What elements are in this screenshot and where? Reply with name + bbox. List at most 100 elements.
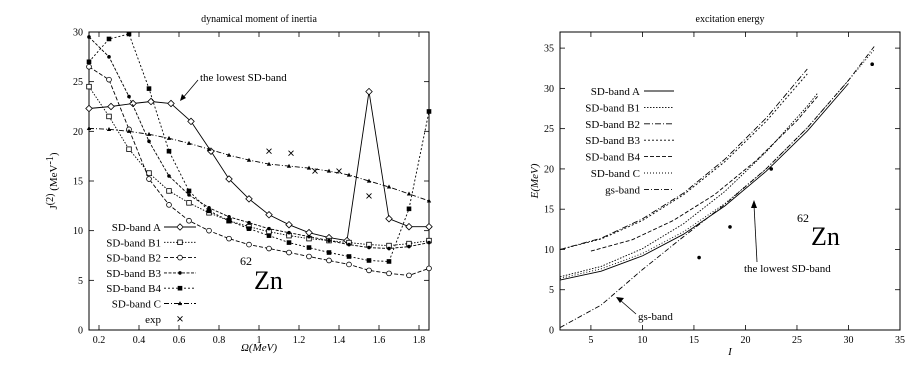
right-x-ticks: 5 10 15 20 25 30 35 xyxy=(588,32,905,346)
right-annotation-arrow-gs xyxy=(619,299,637,315)
svg-text:J(2) (MeV-1): J(2) (MeV-1) xyxy=(45,152,60,209)
point-sd-band-b1 xyxy=(166,188,172,194)
point-sd-band-a xyxy=(285,220,293,229)
series-sd-band-b3 xyxy=(559,73,808,250)
point-sd-band-b3 xyxy=(427,240,431,245)
point-sd-band-b4 xyxy=(206,208,212,214)
point-sd-band-c xyxy=(146,131,152,136)
y-tick-label: 0 xyxy=(549,326,554,337)
point-exp xyxy=(336,168,342,174)
x-tick-label: 1.4 xyxy=(333,335,346,346)
left-chart-title: dynamical moment of inertia xyxy=(201,14,317,25)
point-sd-band-b3 xyxy=(347,242,351,247)
y-tick-label: 25 xyxy=(544,124,554,135)
point-sd-band-a xyxy=(425,222,433,231)
legend-label-sd-band-b2: SD-band B2 xyxy=(106,253,161,265)
left-y-axis-label: J(2) (MeV-1) xyxy=(45,152,60,209)
point-sd-band-a xyxy=(85,104,93,113)
point-sd-band-b4 xyxy=(106,36,112,42)
right-chart: excitation energy 5 10 15 20 25 30 35 0 5 10 15 20… xyxy=(529,14,905,358)
legend-label-gs-band: gs-band xyxy=(605,184,640,196)
point-sd-band-b3 xyxy=(267,226,271,231)
y-tick-label: 15 xyxy=(544,205,554,216)
point-sd-band-b4 xyxy=(86,59,92,65)
point-sd-band-c xyxy=(306,165,312,170)
series-sd-band-b2 xyxy=(86,63,432,279)
point-sd-band-c xyxy=(366,178,372,183)
x-tick-label: 0.6 xyxy=(173,335,186,346)
legend-label-sd-band-b1: SD-band B1 xyxy=(585,102,640,114)
series-line-sd-band-b4 xyxy=(88,33,430,262)
point-sd-band-b2 xyxy=(386,270,392,277)
point-exp xyxy=(769,167,774,171)
series-line-sd-band-b1 xyxy=(88,86,430,247)
left-annotation-arrow xyxy=(181,79,199,100)
y-tick-label: 10 xyxy=(544,245,554,256)
point-sd-band-b2 xyxy=(406,272,412,279)
x-tick-label: 1.6 xyxy=(373,335,386,346)
point-sd-band-a xyxy=(167,99,175,108)
y-tick-label: 5 xyxy=(549,285,554,296)
point-sd-band-c xyxy=(206,146,212,151)
x-tick-label: 1.8 xyxy=(413,335,426,346)
point-sd-band-b4 xyxy=(366,258,372,263)
point-sd-band-b4 xyxy=(166,148,172,154)
y-tick-label: 20 xyxy=(73,127,83,138)
point-sd-band-a xyxy=(187,117,195,126)
point-sd-band-b3 xyxy=(247,220,251,225)
series-sd-band-a xyxy=(85,87,433,245)
point-sd-band-b3 xyxy=(407,244,411,249)
series-exp xyxy=(697,62,874,260)
right-series-layer xyxy=(559,46,875,328)
left-x-ticks: 0.2 0.4 0.6 0.8 1 1.2 1.4 1.6 1.8 xyxy=(93,32,426,346)
y-tick-label: 35 xyxy=(544,44,554,55)
point-sd-band-b2 xyxy=(306,253,312,260)
point-sd-band-b3 xyxy=(87,35,91,39)
left-series-layer xyxy=(85,31,433,279)
y-tick-label: 30 xyxy=(73,28,83,39)
y-tick-label: 15 xyxy=(73,177,83,188)
left-chart: dynamical moment of inertia 0.2 0.4 0.6 0.8… xyxy=(45,14,433,354)
series-line-sd-band-a xyxy=(88,91,429,242)
legend-label-sd-band-a: SD-band A xyxy=(591,86,640,98)
point-sd-band-c xyxy=(246,157,252,162)
point-sd-band-b4 xyxy=(126,31,132,37)
x-tick-label: 1.2 xyxy=(293,335,306,346)
point-sd-band-b1 xyxy=(146,170,152,176)
point-sd-band-b4 xyxy=(286,240,292,245)
point-sd-band-b3 xyxy=(167,174,171,178)
legend-label-sd-band-b3: SD-band B3 xyxy=(106,268,161,280)
point-exp xyxy=(697,255,701,260)
legend-label-sd-band-a: SD-band A xyxy=(112,222,161,234)
point-sd-band-b4 xyxy=(426,109,432,114)
x-tick-label: 0.2 xyxy=(93,335,106,346)
point-sd-band-c xyxy=(266,161,272,166)
series-gs-band xyxy=(559,46,875,328)
point-sd-band-a xyxy=(129,99,137,108)
legend-marker-sd-band-b1 xyxy=(177,239,183,245)
y-tick-label: 30 xyxy=(544,84,554,95)
x-tick-label: 10 xyxy=(637,335,647,346)
point-sd-band-b2 xyxy=(86,63,92,70)
point-sd-band-a xyxy=(245,195,253,203)
point-sd-band-c xyxy=(166,135,172,140)
right-legend: SD-band A SD-band B1 SD-band B2 SD-band B3 S… xyxy=(585,86,674,196)
point-sd-band-b1 xyxy=(106,113,112,120)
point-exp xyxy=(266,148,272,155)
point-sd-band-b3 xyxy=(387,246,391,251)
legend-label-sd-band-c: SD-band C xyxy=(591,168,640,180)
point-sd-band-b3 xyxy=(227,214,231,219)
left-annotation-lowest-sd-band: the lowest SD-band xyxy=(200,72,287,84)
right-nucleus-mass: 62 xyxy=(797,211,809,225)
point-sd-band-c xyxy=(186,140,192,145)
legend-marker-sd-band-b3 xyxy=(178,271,182,275)
legend-marker-exp xyxy=(177,315,183,322)
point-sd-band-b2 xyxy=(326,257,332,264)
point-sd-band-c xyxy=(406,191,412,196)
point-sd-band-a xyxy=(365,87,373,96)
legend-label-sd-band-c: SD-band C xyxy=(112,299,161,311)
point-exp xyxy=(288,150,294,157)
right-nucleus-symbol: Zn xyxy=(811,222,840,251)
right-y-ticks: 0 5 10 15 20 25 30 35 xyxy=(544,44,900,337)
point-sd-band-b4 xyxy=(146,86,152,91)
